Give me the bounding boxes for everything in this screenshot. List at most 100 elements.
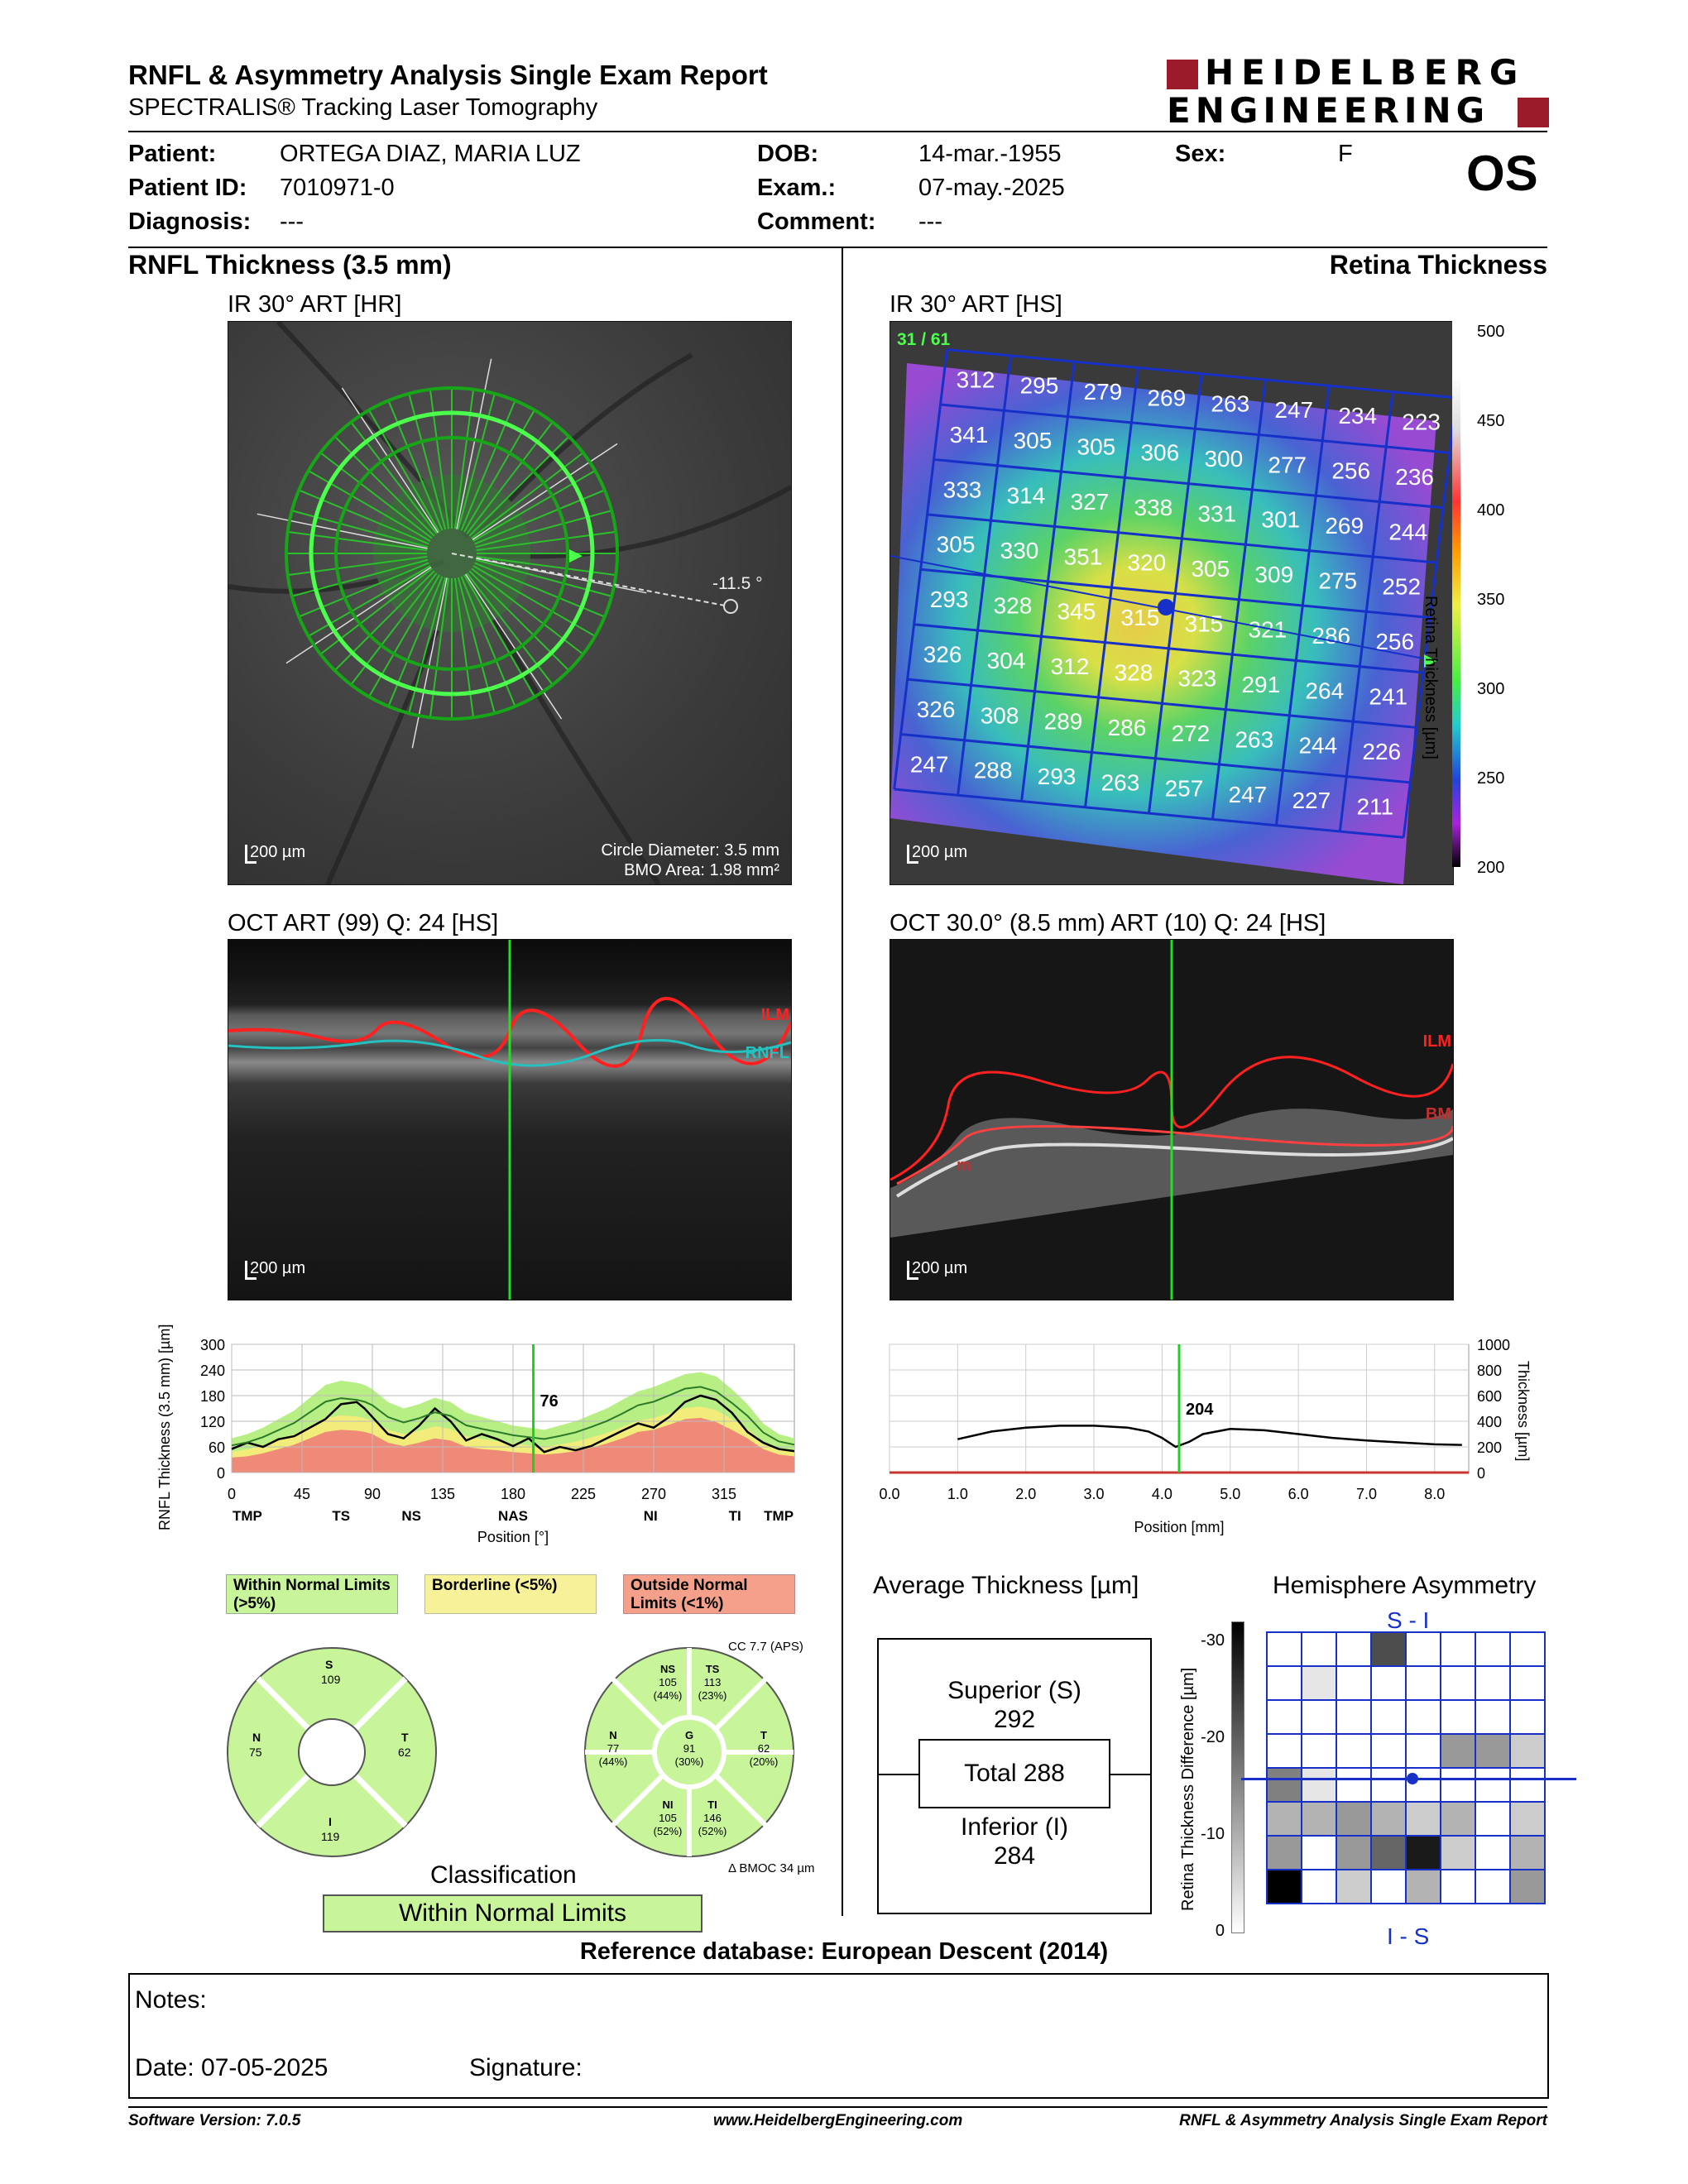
column-divider	[842, 248, 843, 1916]
oct-right-bm: BM	[1425, 1105, 1451, 1123]
asym-cell	[1301, 1835, 1337, 1870]
patient-id-label: Patient ID:	[128, 175, 247, 201]
pie6-ni-label: NI	[662, 1798, 674, 1811]
asym-cell	[1336, 1767, 1372, 1803]
grid-value: 247	[1229, 782, 1268, 807]
grid-value: 264	[1305, 678, 1344, 703]
pie4-t-label: T	[401, 1731, 409, 1744]
colorbar-label: Retina Thickness [µm]	[1422, 596, 1440, 759]
legend-outside-normal: Outside Normal Limits (<1%)	[623, 1574, 795, 1614]
asym-tick: -10	[1201, 1825, 1225, 1843]
footer-url: www.HeidelbergEngineering.com	[713, 2112, 963, 2129]
pie4-t-value: 62	[398, 1746, 411, 1759]
pie6-ns: NS 105 (44%)	[651, 1663, 684, 1703]
asym-cell	[1509, 1665, 1546, 1701]
asym-cell	[1266, 1631, 1302, 1667]
asym-cell	[1301, 1767, 1337, 1803]
patient-rule	[128, 247, 1547, 248]
ir-right-scale: 200 µm	[906, 843, 968, 864]
asym-cell	[1336, 1733, 1372, 1769]
outer-circle	[285, 386, 619, 721]
oct-right-scale: 200 µm	[906, 1259, 968, 1280]
grid-value: 328	[994, 592, 1033, 618]
asym-cell	[1509, 1801, 1546, 1837]
grid-value: 289	[1044, 709, 1083, 735]
x-axis-label: Position [mm]	[1134, 1519, 1224, 1535]
thickness-colorbar	[1452, 321, 1460, 867]
pie6-g-label: G	[684, 1729, 694, 1741]
asym-cell	[1440, 1801, 1476, 1837]
grid-value: 315	[1185, 611, 1224, 636]
pie6-ni: NI 105 (52%)	[650, 1798, 686, 1838]
section-left-title: RNFL Thickness (3.5 mm)	[128, 250, 452, 280]
pie6-ts-pct: (23%)	[698, 1689, 727, 1702]
pie4-n-label: N	[252, 1731, 261, 1744]
x-tick-label: 5.0	[1220, 1486, 1240, 1502]
pie6-ni-value: 105	[659, 1812, 677, 1824]
grid-value: 326	[923, 642, 962, 668]
pie4-n-value: 75	[249, 1746, 262, 1759]
asym-scale-bar	[1231, 1621, 1244, 1933]
grid-line	[1402, 415, 1453, 838]
pie6-ts: TS 113 (23%)	[696, 1663, 729, 1703]
asym-cell	[1336, 1665, 1372, 1701]
asym-tick: -30	[1201, 1631, 1225, 1650]
grid-value: 345	[1057, 599, 1096, 625]
pie6-g-value: 91	[683, 1742, 696, 1755]
colorbar-tick: 400	[1477, 501, 1505, 520]
pie6-ts-value: 113	[703, 1676, 722, 1688]
colorbar-tick: 300	[1477, 680, 1505, 698]
oct-left-ilm: ILM	[760, 1006, 789, 1024]
x-tick-label: 2.0	[1015, 1486, 1036, 1502]
pie6-n: N 77 (44%)	[595, 1729, 631, 1769]
asym-cell	[1509, 1869, 1546, 1904]
brand-line2: ENGINEERING	[1167, 90, 1490, 131]
grid-value: 263	[1211, 391, 1249, 417]
oct-left-image: ILM RNFL 200 µm	[228, 939, 792, 1300]
ir-right-image: 312 295 279 269 263 247 234 223 341 305 305 306 300 2…	[890, 321, 1454, 885]
grid-value: 211	[1356, 793, 1393, 819]
thickness-map: 312 295 279 269 263 247 234 223 341 305 305 306 300 2…	[890, 348, 1453, 884]
asym-cell	[1440, 1767, 1476, 1803]
grid-value: 277	[1268, 452, 1307, 477]
ir-right-title: IR 30° ART [HS]	[890, 291, 1062, 318]
grid-value: 256	[1331, 458, 1370, 484]
avg-inferior-value: 284	[993, 1842, 1036, 1870]
circle-diameter: Circle Diameter: 3.5 mm	[601, 841, 779, 860]
notes-box: Notes: Date: 07-05-2025 Signature:	[128, 1973, 1549, 2099]
footer-report: RNFL & Asymmetry Analysis Single Exam Re…	[1179, 2112, 1547, 2129]
asym-cell	[1440, 1835, 1476, 1870]
sector-label: TMP	[764, 1508, 794, 1524]
y-tick-label: 800	[1477, 1363, 1502, 1379]
oct-left-title: OCT ART (99) Q: 24 [HS]	[228, 910, 499, 936]
notes-signature: Signature:	[469, 2054, 583, 2081]
grid-value: 291	[1241, 672, 1280, 697]
asym-cell	[1475, 1733, 1511, 1769]
pie6-ti: TI 146 (52%)	[694, 1798, 731, 1838]
avg-total: Total 288	[918, 1739, 1110, 1808]
grid-line	[893, 349, 948, 790]
grid-value: 279	[1084, 379, 1123, 405]
grid-value: 321	[1248, 617, 1287, 643]
asym-tick: -20	[1201, 1728, 1225, 1746]
comment-value: ---	[918, 208, 942, 235]
exam-value: 07-may.-2025	[918, 175, 1065, 201]
pie6-n-value: 77	[607, 1742, 620, 1755]
report-subtitle: SPECTRALIS® Tracking Laser Tomography	[128, 94, 598, 121]
grid-value: 331	[1197, 500, 1236, 526]
asym-cell	[1266, 1699, 1302, 1735]
avg-thickness-title: Average Thickness [µm]	[873, 1572, 1139, 1599]
grid-value: 326	[917, 697, 956, 722]
avg-superior-value: 292	[993, 1706, 1036, 1733]
asym-cell	[1440, 1665, 1476, 1701]
asym-cell	[1301, 1699, 1337, 1735]
asym-cell	[1509, 1699, 1546, 1735]
y-tick-label: 400	[1477, 1414, 1502, 1430]
x-tick-label: 6.0	[1288, 1486, 1309, 1502]
asym-cell	[1475, 1869, 1511, 1904]
grid-value: 309	[1254, 562, 1293, 587]
disc-guide-line	[472, 443, 618, 541]
grid-line	[914, 623, 1424, 674]
report-title: RNFL & Asymmetry Analysis Single Exam Re…	[128, 60, 768, 90]
avg-thickness-box: Superior (S) 292 Total 288 Inferior (I) …	[877, 1638, 1152, 1914]
